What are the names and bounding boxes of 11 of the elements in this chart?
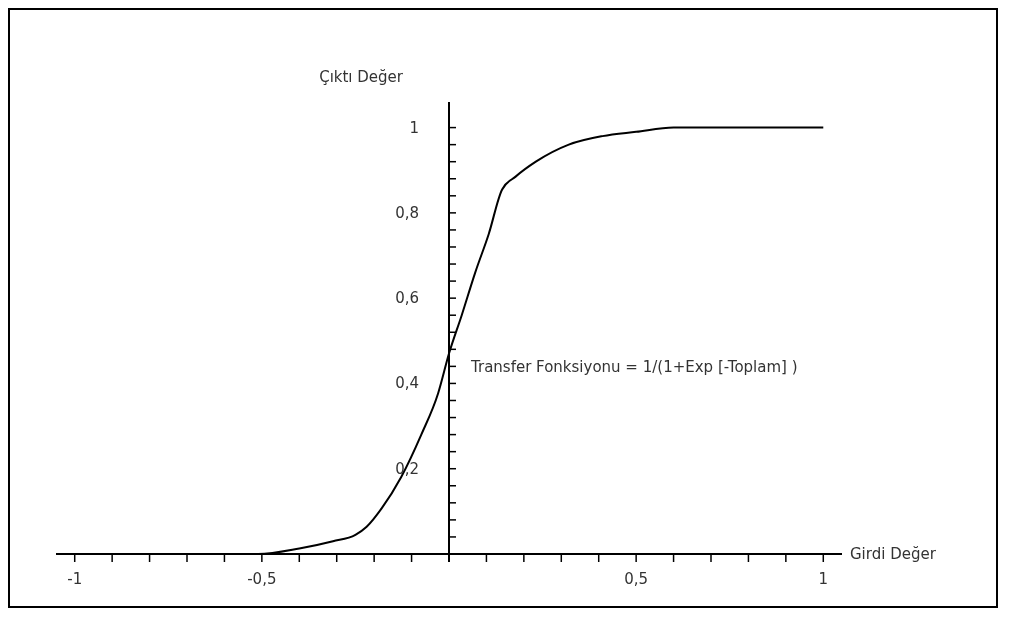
x-tick-label: -0,5 — [247, 570, 277, 588]
y-axis-title: Çıktı Değer — [319, 68, 404, 86]
x-tick-label: 0,5 — [624, 570, 649, 588]
x-axis-title: Girdi Değer — [850, 545, 937, 563]
x-tick-label: 1 — [818, 570, 829, 588]
y-tick-label: 0,6 — [395, 289, 419, 308]
y-tick-label: 1 — [409, 118, 419, 137]
y-tick-label: 0,8 — [395, 203, 419, 222]
y-tick-label: 0,4 — [395, 374, 419, 393]
annotation: Transfer Fonksiyonu = 1/(1+Exp [-Toplam] ) — [470, 358, 798, 377]
x-tick-label: -1 — [67, 570, 83, 588]
